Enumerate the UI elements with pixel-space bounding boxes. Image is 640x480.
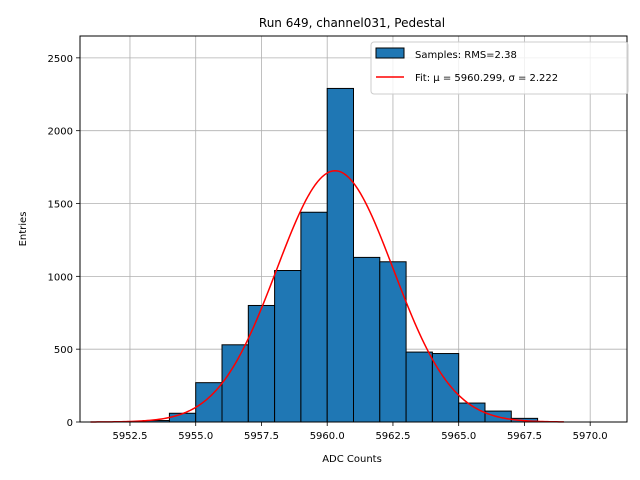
fit-curve bbox=[90, 170, 564, 423]
y-tick-label: 1000 bbox=[48, 272, 73, 283]
y-tick-label: 2000 bbox=[48, 127, 73, 138]
histogram-bar bbox=[168, 412, 197, 423]
x-tick-label: 5960.0 bbox=[310, 431, 345, 442]
bars-layer bbox=[142, 87, 539, 423]
histogram-bar bbox=[405, 351, 433, 423]
ticks-layer: 5952.5 5955.0 5957.5 5960.0 5962.5 5965.0 5967… bbox=[48, 54, 608, 442]
x-tick-label: 5952.5 bbox=[112, 431, 147, 442]
x-axis-label: ADC Counts bbox=[322, 454, 382, 465]
histogram-bar bbox=[247, 304, 276, 423]
y-tick-label: 1500 bbox=[48, 200, 73, 211]
histogram-bar bbox=[274, 270, 302, 423]
x-tick-label: 5967.5 bbox=[507, 431, 542, 442]
histogram-bar bbox=[221, 344, 249, 423]
histogram-bar bbox=[431, 353, 460, 423]
histogram-bar bbox=[379, 261, 407, 423]
legend-frame bbox=[370, 41, 629, 95]
histogram-bar bbox=[353, 256, 381, 423]
chart-title: Run 649, channel031, Pedestal bbox=[259, 16, 445, 30]
y-tick-label: 0 bbox=[67, 418, 73, 429]
legend-label-fit: Fit: μ = 5960.299, σ = 2.222 bbox=[415, 73, 558, 84]
histogram-bar bbox=[326, 87, 355, 423]
legend-label-samples: Samples: RMS=2.38 bbox=[415, 50, 517, 61]
fit-layer bbox=[90, 170, 564, 423]
legend-swatch-samples bbox=[375, 47, 405, 59]
x-tick-label: 5955.0 bbox=[178, 431, 213, 442]
y-tick-label: 500 bbox=[54, 345, 73, 356]
y-axis-label: Entries bbox=[18, 212, 29, 247]
x-tick-label: 5970.0 bbox=[573, 431, 608, 442]
x-tick-label: 5965.0 bbox=[441, 431, 476, 442]
legend: Samples: RMS=2.38 Fit: μ = 5960.299, σ =… bbox=[370, 41, 629, 95]
x-tick-label: 5962.5 bbox=[375, 431, 410, 442]
histogram-bar bbox=[300, 211, 328, 423]
x-tick-label: 5957.5 bbox=[244, 431, 279, 442]
plot-frame bbox=[79, 35, 628, 423]
y-tick-label: 2500 bbox=[48, 54, 73, 65]
